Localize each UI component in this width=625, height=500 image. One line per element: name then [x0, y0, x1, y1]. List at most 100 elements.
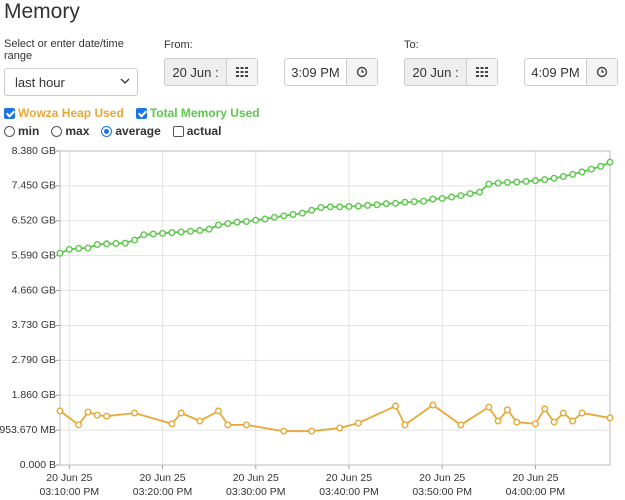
data-point	[494, 417, 502, 425]
y-tick-label: 953.670 MB	[0, 424, 56, 436]
data-point	[578, 168, 586, 176]
y-tick-label: 0.000 B	[20, 459, 56, 471]
data-point	[392, 402, 400, 410]
data-point	[84, 408, 92, 416]
clock-icon	[356, 66, 368, 78]
range-label: Select or enter date/time range	[4, 38, 124, 62]
data-point	[103, 240, 111, 248]
legend-label: Total Memory Used	[149, 106, 260, 120]
from-date[interactable]: 20 Jun :	[164, 58, 258, 86]
range-value: last hour	[15, 74, 65, 90]
data-point	[401, 421, 409, 429]
data-point	[93, 411, 101, 419]
calendar-button[interactable]	[466, 59, 497, 85]
data-point	[242, 217, 250, 225]
radio[interactable]	[101, 125, 113, 137]
data-point	[559, 172, 567, 180]
x-tick-label: 20 Jun 25 03:20:00 PM	[133, 472, 193, 498]
x-tick-label: 20 Jun 25 03:50:00 PM	[412, 472, 472, 498]
data-point	[121, 239, 129, 247]
from-time[interactable]: 3:09 PM	[284, 58, 378, 86]
checkbox[interactable]	[172, 125, 184, 137]
data-point	[93, 241, 101, 249]
calendar-icon	[236, 67, 248, 77]
data-point	[373, 201, 381, 209]
data-point	[578, 409, 586, 417]
radio-label: average	[115, 124, 161, 138]
data-point	[513, 418, 521, 426]
from-time-text: 3:09 PM	[291, 64, 340, 80]
data-point	[364, 201, 372, 209]
radio[interactable]	[4, 125, 15, 137]
data-point	[196, 417, 204, 425]
data-point	[196, 227, 204, 235]
data-point	[224, 421, 232, 429]
data-point	[429, 195, 437, 203]
range-select[interactable]: last hour	[4, 68, 138, 96]
data-point	[569, 417, 577, 425]
data-point	[382, 200, 390, 208]
y-tick-label: 5.590 GB	[12, 249, 56, 261]
data-point	[214, 221, 222, 229]
data-point	[475, 188, 483, 196]
clock-button[interactable]	[346, 59, 377, 85]
data-point	[308, 427, 316, 435]
to-date[interactable]: 20 Jun :	[404, 58, 498, 86]
checkbox[interactable]	[4, 107, 15, 119]
to-date-text: 20 Jun :	[412, 64, 459, 80]
legend: Wowza Heap Used Total Memory Used	[4, 106, 260, 120]
radio-option[interactable]: max	[51, 124, 89, 138]
data-point	[606, 414, 614, 422]
data-point	[140, 231, 148, 239]
legend-item[interactable]: Wowza Heap Used	[4, 106, 124, 120]
from-label: From:	[164, 39, 193, 51]
data-point	[541, 176, 549, 184]
data-point	[317, 204, 325, 212]
data-point	[336, 203, 344, 211]
to-label: To:	[404, 39, 419, 51]
data-point	[559, 409, 567, 417]
data-point	[168, 229, 176, 237]
data-point	[354, 419, 362, 427]
clock-icon	[596, 66, 608, 78]
to-time[interactable]: 4:09 PM	[524, 58, 618, 86]
series-line	[59, 161, 611, 255]
y-tick-label: 4.660 GB	[12, 284, 56, 296]
data-point	[187, 227, 195, 235]
actual-label: actual	[186, 124, 222, 138]
data-point	[149, 230, 157, 238]
data-point	[261, 215, 269, 223]
data-point	[354, 202, 362, 210]
series-line	[59, 403, 611, 433]
y-tick-label: 3.730 GB	[12, 319, 56, 331]
data-point	[550, 418, 558, 426]
y-tick-label: 7.450 GB	[12, 180, 56, 192]
calendar-button[interactable]	[226, 59, 257, 85]
radio-label: min	[18, 124, 40, 138]
data-point	[438, 194, 446, 202]
to-time-text: 4:09 PM	[531, 64, 580, 80]
data-point	[513, 178, 521, 186]
x-tick-label: 20 Jun 25 03:10:00 PM	[40, 472, 100, 498]
data-point	[252, 216, 260, 224]
legend-item[interactable]: Total Memory Used	[135, 106, 260, 120]
checkbox[interactable]	[135, 107, 147, 119]
radio-label: max	[65, 124, 90, 138]
data-point	[75, 421, 83, 429]
data-point	[522, 177, 530, 185]
y-tick-label: 6.520 GB	[12, 215, 56, 227]
clock-button[interactable]	[586, 59, 617, 85]
data-point	[56, 407, 64, 415]
radio-option[interactable]: average	[101, 124, 161, 138]
radio[interactable]	[51, 125, 63, 137]
radio-option[interactable]: min	[4, 124, 39, 138]
data-point	[280, 212, 288, 220]
data-point	[494, 179, 502, 187]
data-point	[233, 218, 241, 226]
data-point	[84, 244, 92, 252]
actual-option[interactable]: actual	[172, 124, 222, 138]
x-tick-label: 20 Jun 25 03:40:00 PM	[319, 472, 379, 498]
data-point	[308, 206, 316, 214]
data-point	[214, 407, 222, 415]
data-point	[541, 405, 549, 413]
